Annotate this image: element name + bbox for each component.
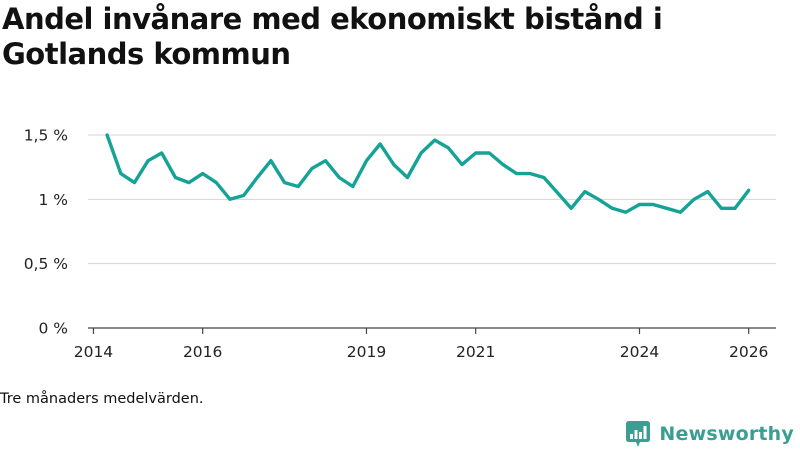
x-tick-label: 2014 bbox=[74, 343, 113, 361]
y-tick-label: 1,5 % bbox=[24, 127, 68, 145]
series-points bbox=[105, 133, 750, 214]
data-point bbox=[720, 207, 723, 210]
data-point bbox=[679, 211, 682, 214]
data-point bbox=[747, 189, 750, 192]
data-point bbox=[570, 207, 573, 210]
y-tick-label: 0,5 % bbox=[24, 255, 68, 273]
chart-caption: Tre månaders medelvärden. bbox=[0, 391, 204, 407]
data-point bbox=[119, 172, 123, 175]
data-point bbox=[269, 159, 273, 162]
data-point bbox=[556, 191, 559, 195]
data-point bbox=[283, 181, 286, 184]
x-ticks: 2014 2016 2019 2021 2024 2026 bbox=[74, 328, 768, 361]
data-point bbox=[651, 203, 655, 206]
line-chart: 0 % 0,5 % 1 % 1,5 % 2014 2016 2019 2021 2024 202… bbox=[24, 127, 776, 361]
series-line bbox=[105, 133, 751, 214]
brand-logo: Newsworthy bbox=[625, 420, 794, 448]
data-point bbox=[501, 163, 505, 166]
data-point bbox=[378, 142, 382, 146]
data-point bbox=[583, 190, 587, 193]
data-point bbox=[433, 138, 436, 142]
data-point bbox=[474, 151, 477, 155]
data-point bbox=[215, 181, 218, 184]
data-point bbox=[365, 159, 368, 162]
x-tick-label: 2021 bbox=[456, 343, 495, 361]
data-point bbox=[597, 198, 600, 201]
data-point bbox=[529, 172, 532, 175]
data-point bbox=[733, 207, 737, 210]
data-point bbox=[146, 159, 150, 162]
data-point bbox=[638, 203, 641, 206]
x-tick-label: 2019 bbox=[347, 343, 386, 361]
data-point bbox=[665, 207, 668, 210]
data-point bbox=[133, 181, 136, 184]
data-point bbox=[611, 207, 614, 210]
data-point bbox=[406, 176, 409, 179]
data-point bbox=[515, 172, 518, 175]
data-point bbox=[338, 176, 341, 179]
y-gridlines bbox=[88, 134, 776, 265]
x-tick-label: 2016 bbox=[183, 343, 222, 361]
x-tick-label: 2026 bbox=[729, 343, 768, 361]
data-point bbox=[624, 211, 627, 214]
data-point bbox=[160, 151, 163, 155]
data-point bbox=[692, 198, 696, 201]
y-tick-label: 0 % bbox=[38, 320, 68, 338]
y-tick-label: 1 % bbox=[38, 191, 68, 209]
data-point bbox=[460, 163, 464, 166]
data-point bbox=[351, 185, 354, 188]
data-point bbox=[242, 194, 245, 197]
data-point bbox=[324, 159, 327, 162]
brand-name: Newsworthy bbox=[659, 423, 794, 445]
data-point bbox=[174, 176, 177, 179]
data-point bbox=[201, 172, 204, 175]
data-point bbox=[228, 198, 232, 201]
newsworthy-logo-icon bbox=[626, 421, 651, 447]
data-point bbox=[447, 146, 450, 150]
data-point bbox=[542, 176, 546, 179]
x-tick-label: 2024 bbox=[620, 343, 659, 361]
data-point bbox=[488, 151, 491, 155]
data-point bbox=[105, 133, 109, 137]
data-point bbox=[392, 163, 395, 166]
data-point bbox=[419, 151, 423, 155]
data-point bbox=[310, 167, 314, 170]
data-point bbox=[706, 190, 709, 193]
y-tick-labels: 0 % 0,5 % 1 % 1,5 % bbox=[24, 127, 68, 338]
chart-title: Andel invånare med ekonomiskt bistånd i … bbox=[2, 2, 663, 71]
data-point bbox=[297, 185, 300, 188]
data-point bbox=[187, 181, 191, 184]
data-point bbox=[256, 176, 259, 179]
